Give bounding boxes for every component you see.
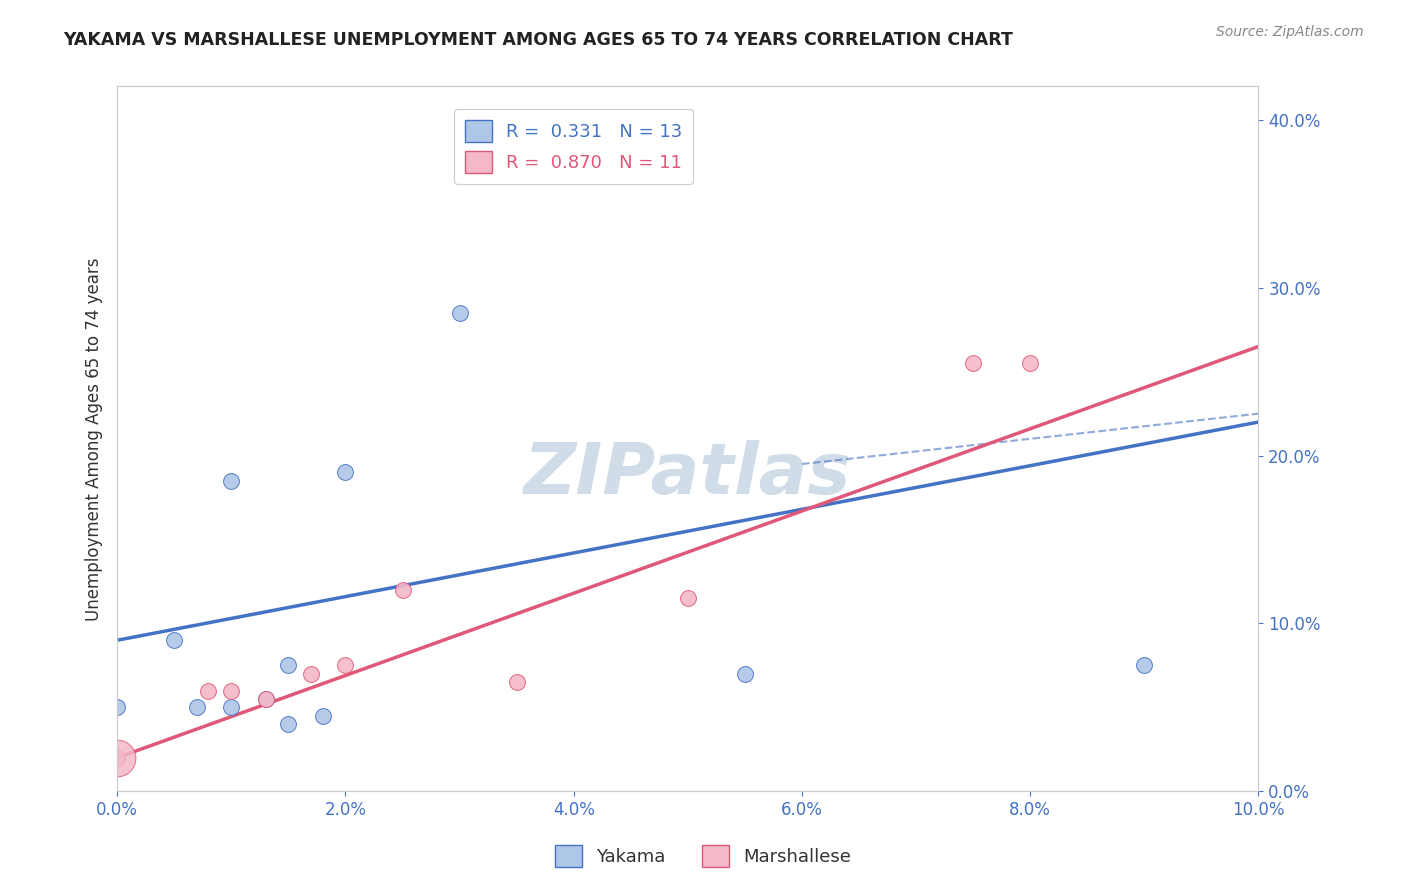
Point [1019,356,1042,370]
Point [335,466,357,480]
Point [105,750,128,764]
Text: ZIPatlas: ZIPatlas [524,440,852,508]
Point [391,582,413,597]
Text: Source: ZipAtlas.com: Source: ZipAtlas.com [1216,25,1364,39]
Point [105,700,128,714]
Point [254,692,277,706]
Point [449,306,471,320]
Point [734,666,756,681]
Point [311,708,333,723]
Point [163,633,186,648]
Point [277,658,299,673]
Point [1133,658,1156,673]
Point [221,683,243,698]
Y-axis label: Unemployment Among Ages 65 to 74 years: Unemployment Among Ages 65 to 74 years [86,257,103,621]
Point [335,658,357,673]
Point [105,750,128,764]
Point [197,683,219,698]
Point [221,474,243,488]
Point [676,591,699,606]
Point [299,666,322,681]
Point [221,700,243,714]
Point [277,717,299,731]
Legend: Yakama, Marshallese: Yakama, Marshallese [547,838,859,874]
Point [505,675,527,690]
Point [254,692,277,706]
Point [186,700,208,714]
Text: YAKAMA VS MARSHALLESE UNEMPLOYMENT AMONG AGES 65 TO 74 YEARS CORRELATION CHART: YAKAMA VS MARSHALLESE UNEMPLOYMENT AMONG… [63,31,1014,49]
Legend: R =  0.331   N = 13, R =  0.870   N = 11: R = 0.331 N = 13, R = 0.870 N = 11 [454,110,693,185]
Point [962,356,984,370]
